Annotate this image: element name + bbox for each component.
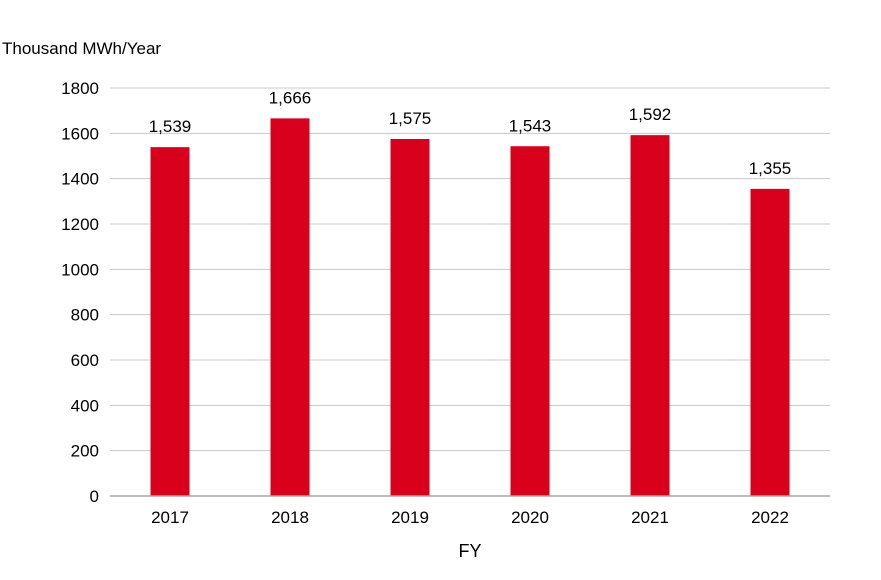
x-tick-label-2020: 2020	[511, 508, 549, 527]
y-tick-label-400: 400	[71, 396, 99, 415]
data-label-2018: 1,666	[269, 88, 312, 107]
bars	[150, 118, 790, 496]
data-label-2021: 1,592	[629, 105, 672, 124]
bar-2018	[270, 118, 310, 496]
y-tick-label-600: 600	[71, 351, 99, 370]
y-tick-label-1800: 1800	[61, 79, 99, 98]
x-axis-ticks: 2017 2018 2019 2020 2021 2022	[151, 508, 789, 527]
bar-2019	[390, 139, 430, 496]
data-labels: 1,539 1,666 1,575 1,543 1,592 1,355	[149, 88, 792, 177]
x-tick-label-2021: 2021	[631, 508, 669, 527]
x-tick-label-2022: 2022	[751, 508, 789, 527]
y-axis-label: Thousand MWh/Year	[2, 39, 161, 58]
y-tick-label-1400: 1400	[61, 170, 99, 189]
y-tick-label-800: 800	[71, 306, 99, 325]
x-tick-label-2018: 2018	[271, 508, 309, 527]
y-tick-label-1200: 1200	[61, 215, 99, 234]
data-label-2017: 1,539	[149, 117, 192, 136]
bar-2017	[150, 147, 190, 496]
gridlines	[110, 87, 830, 452]
y-tick-label-1000: 1000	[61, 260, 99, 279]
y-tick-label-1600: 1600	[61, 124, 99, 143]
y-axis-ticks: 0 200 400 600 800 1000 1200 1400 1600 1800	[61, 79, 99, 506]
data-label-2019: 1,575	[389, 109, 432, 128]
y-tick-label-0: 0	[90, 487, 99, 506]
y-tick-label-200: 200	[71, 442, 99, 461]
bar-2022	[750, 188, 790, 496]
bar-2020	[510, 146, 550, 496]
bar-2021	[630, 135, 670, 496]
x-tick-label-2019: 2019	[391, 508, 429, 527]
x-tick-label-2017: 2017	[151, 508, 189, 527]
data-label-2022: 1,355	[749, 159, 792, 178]
x-axis-label: FY	[458, 541, 481, 561]
data-label-2020: 1,543	[509, 116, 552, 135]
